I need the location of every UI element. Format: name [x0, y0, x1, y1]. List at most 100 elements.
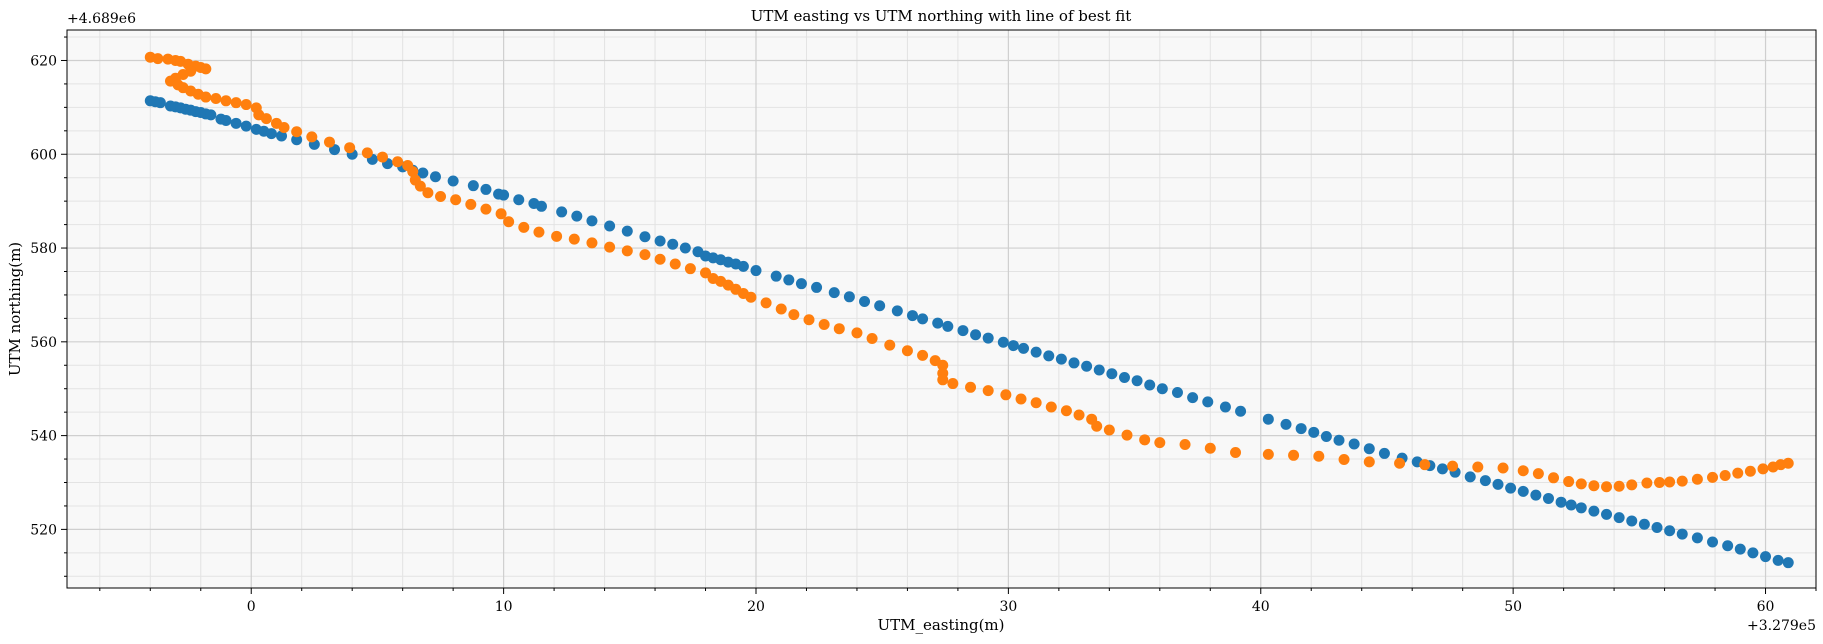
data-point — [1505, 482, 1517, 494]
data-point — [154, 97, 166, 109]
data-point — [1000, 389, 1012, 401]
data-point — [323, 136, 335, 148]
data-point — [535, 200, 547, 212]
data-point — [1472, 461, 1484, 473]
data-point — [1394, 457, 1406, 469]
data-point — [1204, 442, 1216, 454]
data-point — [1091, 420, 1103, 432]
data-point — [518, 221, 530, 233]
data-point — [1007, 340, 1019, 352]
y-tick-label: 600 — [30, 147, 57, 163]
data-point — [306, 131, 318, 143]
data-point — [604, 220, 616, 232]
data-point — [1654, 476, 1666, 488]
data-point — [1492, 478, 1504, 490]
data-point — [1613, 480, 1625, 492]
data-point — [220, 95, 232, 107]
data-point — [937, 374, 949, 386]
data-point — [775, 303, 787, 315]
data-point — [1772, 554, 1784, 566]
data-point — [1782, 457, 1794, 469]
data-point — [843, 291, 855, 303]
data-point — [1068, 357, 1080, 369]
data-point — [1055, 353, 1067, 365]
data-point — [1081, 360, 1093, 372]
data-point — [447, 175, 459, 187]
data-point — [278, 122, 290, 134]
data-point — [1707, 471, 1719, 483]
data-point — [1676, 475, 1688, 487]
data-point — [982, 332, 994, 344]
plot-frame — [66, 29, 1817, 589]
data-point — [874, 300, 886, 312]
data-point — [1262, 448, 1274, 460]
data-point — [1464, 471, 1476, 483]
data-point — [1235, 405, 1247, 417]
data-point — [1154, 437, 1166, 449]
data-point — [260, 113, 272, 125]
data-point — [1030, 397, 1042, 409]
data-point — [811, 281, 823, 293]
data-point — [1106, 368, 1118, 380]
data-point — [1517, 485, 1529, 497]
data-point — [571, 210, 583, 222]
data-point — [435, 190, 447, 202]
x-tick-label: 10 — [495, 599, 513, 615]
data-point — [833, 323, 845, 335]
data-point — [760, 297, 772, 309]
data-point — [1118, 371, 1130, 383]
data-point — [621, 225, 633, 237]
data-point — [480, 203, 492, 215]
data-point — [901, 345, 913, 357]
major-grid — [67, 30, 1816, 588]
series-2 — [144, 51, 1794, 493]
data-point — [1308, 426, 1320, 438]
data-point — [1320, 431, 1332, 443]
data-point — [947, 378, 959, 390]
data-point — [210, 92, 222, 104]
data-point — [917, 349, 929, 361]
data-point — [1601, 481, 1613, 493]
data-point — [1262, 413, 1274, 425]
data-point — [1333, 434, 1345, 446]
data-point — [230, 117, 242, 129]
data-point — [604, 241, 616, 253]
data-point — [551, 230, 563, 242]
data-point — [997, 336, 1009, 348]
data-point — [503, 216, 515, 228]
data-point — [970, 329, 982, 341]
data-point — [1747, 547, 1759, 559]
data-point — [1187, 392, 1199, 404]
data-point — [750, 265, 762, 277]
data-point — [679, 242, 691, 254]
data-point — [1338, 454, 1350, 466]
data-point — [1043, 350, 1055, 362]
minor-grid — [67, 30, 1817, 588]
data-point — [891, 305, 903, 317]
data-point — [533, 226, 545, 238]
data-point — [220, 114, 232, 126]
data-point — [1295, 423, 1307, 435]
data-point — [828, 287, 840, 299]
data-point — [1280, 418, 1292, 430]
data-point — [1447, 460, 1459, 472]
data-point — [467, 180, 479, 192]
data-point — [1419, 459, 1431, 471]
data-point — [414, 180, 426, 192]
data-point — [465, 198, 477, 210]
data-point — [1588, 480, 1600, 492]
data-point — [1651, 522, 1663, 534]
data-point — [1676, 528, 1688, 540]
data-point — [1719, 469, 1731, 481]
data-point — [556, 206, 568, 218]
data-point — [586, 237, 598, 249]
data-point — [200, 63, 212, 75]
data-point — [1015, 393, 1027, 405]
data-point — [1744, 465, 1756, 477]
data-point — [1563, 476, 1575, 488]
data-point — [937, 359, 949, 371]
data-point — [1348, 438, 1360, 450]
data-point — [1548, 472, 1560, 484]
plot-background — [67, 30, 1816, 588]
x-axis-label: UTM_easting(m) — [877, 616, 1004, 634]
